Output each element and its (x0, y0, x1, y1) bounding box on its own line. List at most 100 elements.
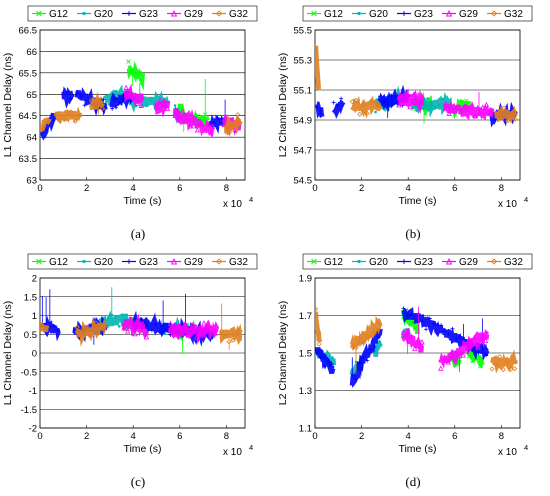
y-tick-label: 1.7 (299, 311, 312, 322)
data-point (464, 348, 470, 354)
legend-box (302, 5, 533, 22)
data-point (222, 334, 228, 340)
series-band (121, 313, 149, 339)
data-point (227, 129, 233, 135)
data-point (412, 326, 418, 332)
data-point (190, 321, 196, 328)
data-point (378, 340, 381, 343)
data-point (353, 97, 359, 103)
data-point (407, 103, 413, 110)
series-band (88, 91, 105, 110)
data-point (509, 114, 515, 120)
series-G32 (315, 45, 518, 125)
data-point (400, 103, 405, 108)
data-point (172, 112, 178, 118)
series-band (490, 349, 518, 374)
y-tick-label: 63 (26, 176, 37, 187)
data-point (504, 359, 510, 365)
data-point (117, 100, 122, 105)
data-point (446, 110, 452, 116)
data-point (191, 123, 197, 129)
data-point (126, 59, 131, 64)
legend-marker (401, 259, 407, 264)
data-layer (40, 59, 243, 141)
y-tick-label: -1.5 (21, 405, 37, 416)
data-point (68, 109, 74, 115)
data-point (230, 337, 236, 343)
data-point (415, 336, 422, 342)
x-tick-label: 8 (224, 183, 229, 194)
chart-svg-d: 1.1 1.3 1.5 1.7 1.9 0 2 4 6 8 G12 G20 G23 G29 G32 Time … (277, 253, 533, 458)
data-point (454, 336, 459, 341)
data-point (326, 360, 331, 365)
data-point (494, 110, 500, 117)
data-point (219, 328, 225, 334)
x-tick-label: 8 (499, 431, 504, 442)
data-point (99, 106, 105, 112)
chart-panel-c: -2 -1.5 -1 -0.5 0 0.5 1 1.5 2 0 2 4 6 8 G12 G20 G23 G29 G3… (0, 248, 275, 496)
series-G29 (121, 313, 220, 345)
data-point (211, 120, 216, 125)
x-multiplier-exponent: 4 (524, 443, 528, 452)
data-point (97, 326, 103, 332)
legend-label: G29 (459, 257, 478, 268)
legend-label: G12 (324, 257, 343, 268)
data-point (140, 320, 146, 326)
data-point (212, 330, 218, 336)
y-tick-label: 54.5 (294, 176, 313, 187)
data-point (426, 97, 430, 100)
data-point (231, 125, 237, 131)
data-point (512, 116, 518, 122)
data-point (123, 84, 129, 90)
data-point (149, 99, 153, 102)
data-point (134, 100, 141, 106)
series-band (349, 316, 383, 352)
legend: G12 G20 G23 G29 G32 (27, 253, 258, 270)
y-tick-label: -1 (29, 386, 37, 397)
data-point (457, 108, 464, 115)
data-point (42, 118, 48, 124)
data-point (130, 69, 135, 75)
data-point (401, 306, 406, 311)
legend-label: G20 (369, 9, 388, 20)
legend: G12 G20 G23 G29 G32 (302, 5, 533, 22)
data-point (354, 376, 358, 381)
data-point (209, 123, 216, 129)
legend-label: G20 (94, 9, 113, 20)
data-point (453, 104, 460, 110)
data-point (457, 334, 462, 339)
data-point (132, 331, 138, 337)
x-tick-label: 4 (131, 431, 136, 442)
x-tick-label: 6 (452, 431, 457, 442)
y-tick-label: 55.3 (294, 56, 313, 67)
data-point (331, 356, 334, 359)
x-multiplier-exponent: 4 (249, 443, 253, 452)
series-G29 (396, 88, 495, 121)
data-point (361, 355, 366, 360)
legend-label: G23 (414, 9, 433, 20)
data-point (477, 364, 483, 369)
data-point (376, 335, 381, 340)
legend-marker (36, 10, 42, 17)
data-point (483, 101, 490, 108)
chart-svg-c: -2 -1.5 -1 -0.5 0 0.5 1 1.5 2 0 2 4 6 8 G12 G20 G23 G29 G3… (2, 253, 258, 458)
x-tick-label: 2 (84, 183, 89, 194)
y-tick-label: 64 (26, 133, 37, 144)
data-point (110, 106, 115, 111)
data-point (463, 98, 469, 104)
data-point (500, 366, 506, 373)
data-point (479, 334, 485, 341)
y-tick-label: 66.5 (19, 26, 38, 37)
y-axis-label: L1 Channel Delay (ns) (2, 53, 14, 157)
data-point (357, 361, 362, 366)
data-point (89, 332, 95, 338)
data-point (505, 118, 511, 124)
data-point (121, 325, 127, 331)
chart-panel-b: 54.5 54.7 54.9 55.1 55.3 55.5 0 2 4 6 8 G12 G20 G23 G2… (275, 0, 550, 248)
legend-label: G32 (229, 257, 248, 268)
data-point (100, 322, 106, 328)
data-point (322, 364, 327, 369)
data-point (51, 118, 56, 123)
data-point (133, 72, 139, 77)
y-tick-label: 55.5 (294, 26, 313, 37)
